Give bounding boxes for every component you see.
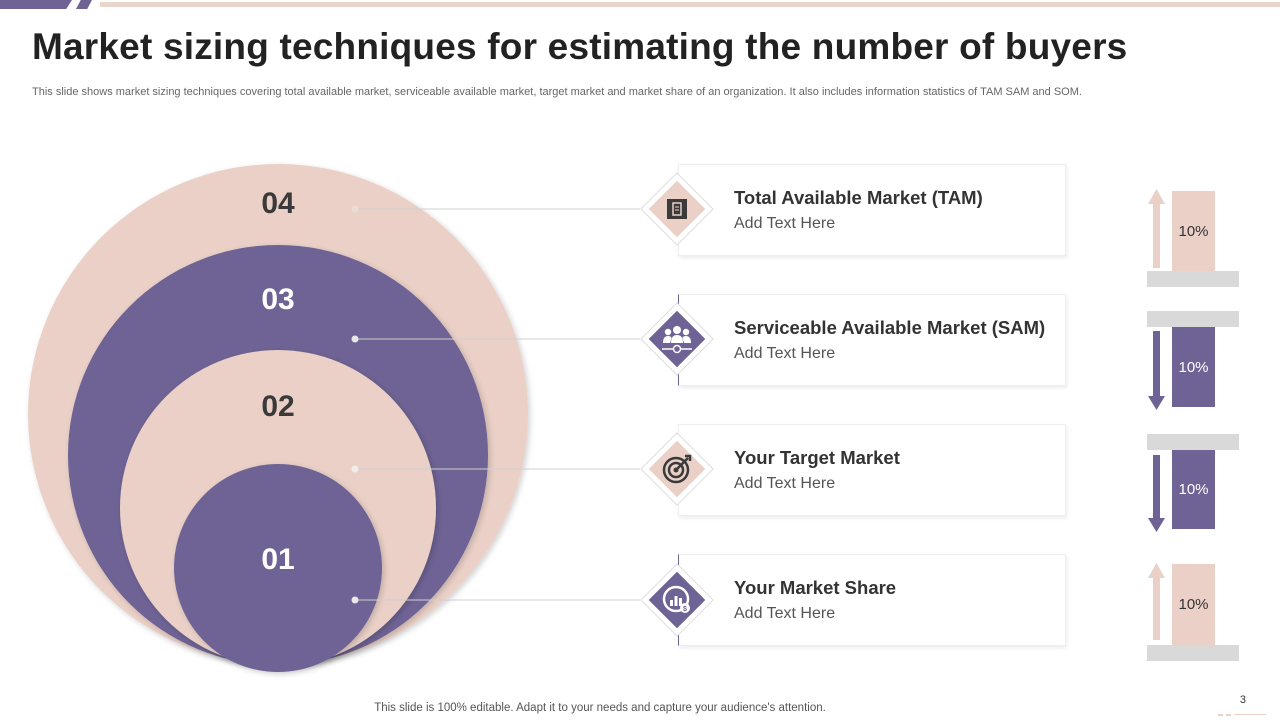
page-number: 3: [1239, 694, 1246, 706]
arrow-up-icon: [1148, 563, 1165, 640]
card-tam: Total Available Market (TAM) Add Text He…: [678, 164, 1066, 256]
card-text: Add Text Here: [734, 345, 836, 362]
connector-dot-01: [351, 596, 359, 604]
connector-dot-02: [351, 465, 359, 473]
card-title: Your Target Market: [734, 447, 900, 468]
card-title: Serviceable Available Market (SAM): [734, 317, 1046, 338]
chart-dollar-icon: $: [659, 582, 695, 618]
card-market-share: Your Market Share Add Text Here: [678, 554, 1066, 646]
page-number-decor: [1218, 714, 1266, 716]
stat-base-3: [1147, 434, 1239, 450]
card-target-market: Your Target Market Add Text Here: [678, 424, 1066, 516]
card-sam: Serviceable Available Market (SAM) Add T…: [678, 294, 1066, 386]
circle-label-02: 02: [261, 390, 295, 423]
arrow-down-icon: [1148, 455, 1165, 532]
document-icon: [659, 191, 695, 227]
arrow-up-icon: [1148, 189, 1165, 268]
top-bar-line: [100, 2, 1280, 7]
target-icon: [659, 451, 695, 487]
stat-base-2: [1147, 311, 1239, 327]
page-subtitle: This slide shows market sizing technique…: [32, 86, 1082, 98]
page-title: Market sizing techniques for estimating …: [32, 26, 1128, 67]
stat-base-1: [1147, 271, 1239, 287]
top-bar-accent: [0, 0, 72, 9]
card-text: Add Text Here: [734, 215, 836, 232]
card-text: Add Text Here: [734, 605, 836, 622]
stat-bar-share: 10%: [1172, 564, 1215, 645]
stat-bar-target: 10%: [1172, 450, 1215, 529]
stat-bar-tam: 10%: [1172, 191, 1215, 271]
card-title: Total Available Market (TAM): [734, 187, 983, 208]
circle-label-04: 04: [261, 187, 295, 220]
connector-dot-04: [351, 205, 359, 213]
circle-label-03: 03: [261, 283, 295, 316]
stat-bar-sam: 10%: [1172, 327, 1215, 407]
team-icon: [659, 321, 695, 357]
connector-dot-03: [351, 335, 359, 343]
card-text: Add Text Here: [734, 475, 836, 492]
footer-text: This slide is 100% editable. Adapt it to…: [374, 702, 826, 714]
card-title: Your Market Share: [734, 577, 897, 598]
footer-note: This slide is 100% editable. Adapt it to…: [0, 702, 1280, 714]
arrow-down-icon: [1148, 331, 1165, 410]
top-decor-bar: [0, 0, 1280, 9]
circle-label-01: 01: [261, 543, 295, 576]
svg-text:$: $: [683, 606, 687, 613]
top-bar-accent-small: [76, 0, 92, 9]
stat-base-4: [1147, 645, 1239, 661]
